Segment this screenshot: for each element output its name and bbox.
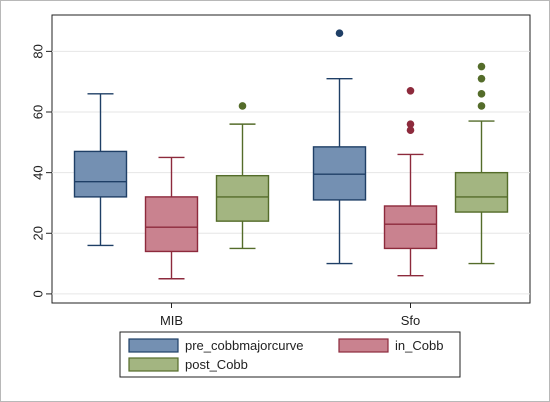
box-pre_cobbmajorcurve-MIB — [73, 93, 128, 247]
box-layer — [73, 29, 509, 280]
axis-layer: 0 20 40 60 80 MIB Sfo — [30, 44, 420, 328]
legend-label: post_Cobb — [185, 357, 248, 372]
legend: pre_cobbmajorcurve in_Cobb post_Cobb — [119, 331, 461, 378]
box-iqr — [144, 196, 199, 253]
y-tick-label: 80 — [30, 44, 45, 58]
box-iqr — [454, 171, 509, 213]
plot-area — [51, 14, 531, 304]
x-tick-label: Sfo — [401, 313, 421, 328]
outlier-point — [477, 102, 486, 110]
y-tick-label: 20 — [30, 226, 45, 240]
outlier-point — [238, 102, 247, 110]
legend-swatch — [338, 338, 389, 353]
outlier-point — [477, 90, 486, 98]
legend-item-pre_cobbmajorcurve: pre_cobbmajorcurve — [128, 338, 304, 353]
legend-item-post_Cobb: post_Cobb — [128, 357, 248, 372]
outlier-point — [477, 62, 486, 71]
box-in_Cobb-MIB — [144, 156, 199, 280]
outlier-point — [406, 126, 415, 134]
outlier-point — [406, 86, 415, 95]
box-iqr — [312, 146, 367, 201]
box-pre_cobbmajorcurve-Sfo — [312, 29, 367, 265]
outlier-point — [406, 120, 415, 128]
box-iqr — [215, 174, 270, 222]
legend-label: pre_cobbmajorcurve — [185, 338, 304, 353]
outlier-point — [335, 29, 344, 37]
outlier-point — [477, 74, 486, 83]
box-post_Cobb-Sfo — [454, 62, 509, 265]
x-tick-label: MIB — [160, 313, 183, 328]
legend-item-in_Cobb: in_Cobb — [338, 338, 443, 353]
legend-swatch — [128, 338, 179, 353]
y-tick-label: 0 — [30, 290, 45, 297]
legend-swatch — [128, 357, 179, 372]
box-post_Cobb-MIB — [215, 102, 270, 250]
legend-label: in_Cobb — [395, 338, 443, 353]
box-in_Cobb-Sfo — [383, 86, 438, 277]
y-tick-label: 40 — [30, 165, 45, 179]
box-iqr — [383, 205, 438, 250]
box-iqr — [73, 150, 128, 198]
grid-layer — [52, 50, 530, 295]
y-tick-label: 60 — [30, 105, 45, 119]
